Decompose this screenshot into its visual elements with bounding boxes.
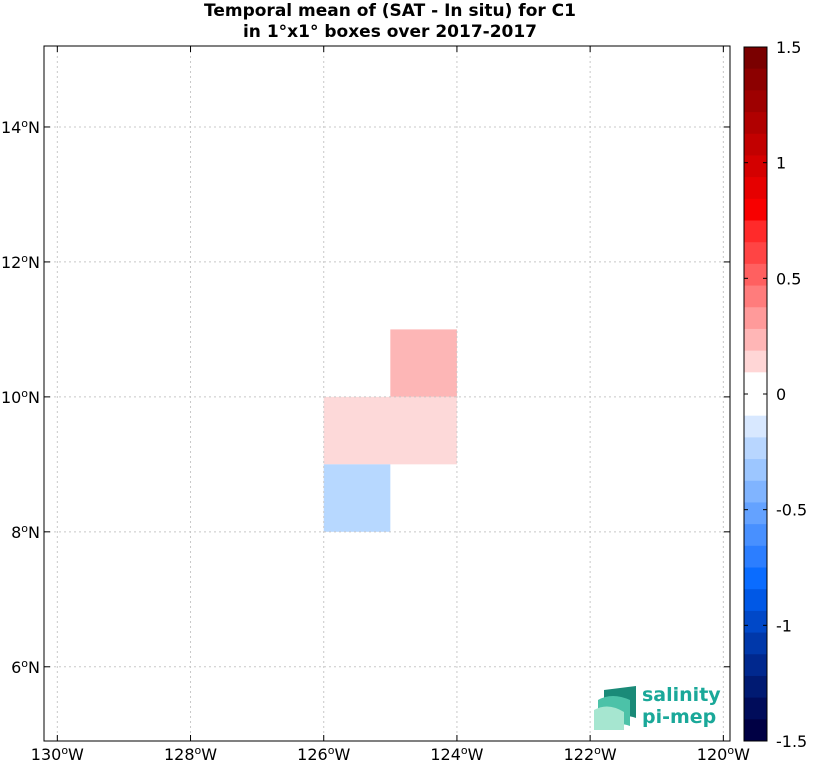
- chart-title-line1: Temporal mean of (SAT - In situ) for C1: [204, 1, 576, 21]
- colorbar-segment: [744, 220, 767, 243]
- colorbar-segment: [744, 307, 767, 330]
- salinity-pi-mep-logo: salinity pi-mep: [594, 684, 721, 730]
- x-tick-label: 122oW: [564, 744, 617, 763]
- colorbar-tick-label: 1.5: [776, 38, 801, 57]
- colorbar-segment: [744, 632, 767, 655]
- colorbar-tick-label: -1.5: [776, 732, 807, 751]
- colorbar-segment: [744, 394, 767, 417]
- colorbar-segment: [744, 47, 767, 70]
- logo-wave-front: [594, 706, 624, 730]
- cell-0: [390, 329, 457, 397]
- colorbar-segment: [744, 155, 767, 178]
- colorbar-segment: [744, 350, 767, 373]
- cell-1: [323, 396, 457, 465]
- colorbar-segment: [744, 328, 767, 352]
- colorbar-segment: [744, 68, 767, 91]
- colorbar-segment: [744, 545, 767, 568]
- y-tick-label: 14oN: [1, 117, 40, 137]
- colorbar: 1.5 1 0.5 0 -0.5 -1 -1.5: [743, 38, 807, 751]
- colorbar-segment: [744, 415, 767, 438]
- colorbar-segment: [744, 480, 767, 503]
- plot-frame: [43, 45, 731, 742]
- cell-2: [323, 464, 391, 532]
- colorbar-segment: [744, 719, 767, 742]
- logo-line1: salinity: [642, 684, 721, 706]
- colorbar-segment: [744, 567, 767, 590]
- colorbar-segment: [744, 524, 767, 547]
- colorbar-tick-label: -1: [776, 616, 792, 635]
- x-tick-label: 128oW: [164, 744, 217, 763]
- colorbar-segment: [744, 610, 767, 634]
- colorbar-segment: [744, 112, 767, 135]
- colorbar-segment: [744, 90, 767, 113]
- y-tick-label: 6oN: [11, 657, 40, 677]
- colorbar-segment: [744, 263, 767, 287]
- colorbar-segment: [744, 372, 767, 395]
- colorbar-tick-label: 0: [776, 385, 786, 404]
- cells-layer: [323, 329, 457, 532]
- y-tick-label: 12oN: [1, 252, 40, 272]
- colorbar-segment: [744, 589, 767, 612]
- colorbar-segment: [744, 502, 767, 525]
- x-tick-label: 120oW: [697, 744, 750, 763]
- colorbar-segment: [744, 697, 767, 720]
- ticks-layer: 130oW 128oW 126oW 124oW 122oW 120oW 6oN 8oN 10oN…: [1, 46, 750, 763]
- colorbar-segment: [744, 177, 767, 200]
- colorbar-segment: [744, 198, 767, 221]
- x-tick-label: 130oW: [31, 744, 84, 763]
- colorbar-segment: [744, 675, 767, 699]
- colorbar-segment: [744, 285, 767, 308]
- y-tick-label: 8oN: [11, 522, 40, 542]
- grid-layer: [44, 46, 730, 741]
- logo-line2: pi-mep: [642, 706, 716, 728]
- colorbar-segment: [744, 242, 767, 265]
- colorbar-segment: [744, 459, 767, 482]
- y-tick-label: 10oN: [1, 387, 40, 407]
- colorbar-tick-label: 0.5: [776, 269, 801, 288]
- colorbar-segment: [744, 437, 767, 460]
- x-tick-label: 126oW: [297, 744, 350, 763]
- colorbar-tick-label: 1: [776, 154, 786, 173]
- x-tick-label: 124oW: [430, 744, 483, 763]
- chart-title-line2: in 1°x1° boxes over 2017-2017: [242, 22, 538, 42]
- colorbar-segment: [744, 133, 767, 156]
- colorbar-segment: [744, 654, 767, 677]
- colorbar-tick-label: -0.5: [776, 501, 807, 520]
